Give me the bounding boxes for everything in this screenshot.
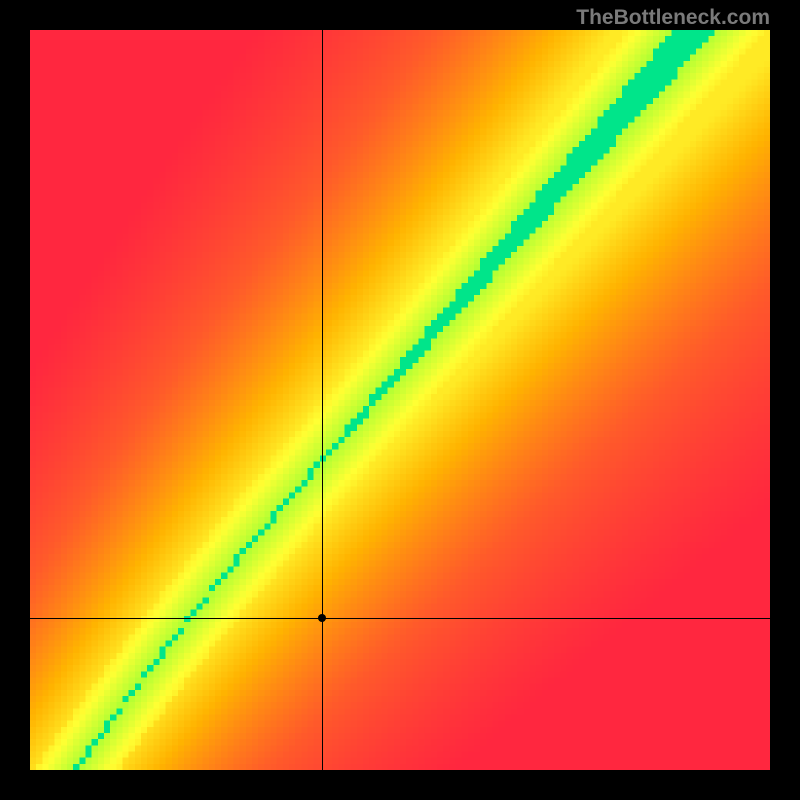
heatmap-canvas [30, 30, 770, 770]
bottleneck-heatmap [30, 30, 770, 770]
crosshair-vertical [322, 30, 323, 770]
crosshair-marker-dot [318, 614, 326, 622]
watermark-text: TheBottleneck.com [576, 6, 770, 30]
crosshair-horizontal [30, 618, 770, 619]
